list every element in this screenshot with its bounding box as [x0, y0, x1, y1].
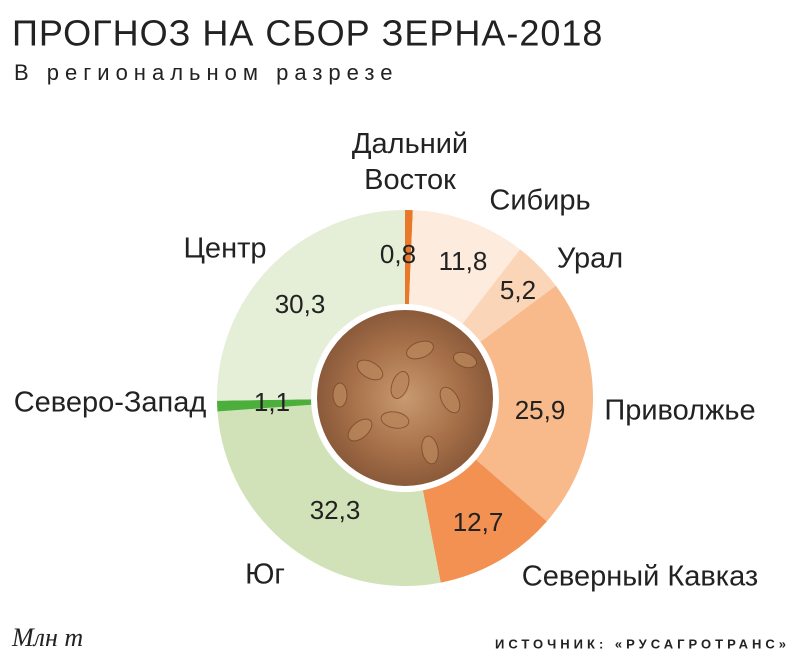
value-label: 32,3	[310, 495, 361, 525]
slice	[472, 285, 593, 522]
value-label: 12,7	[453, 507, 504, 537]
value-label: 30,3	[275, 289, 326, 319]
slice	[405, 210, 413, 309]
slice	[460, 249, 556, 345]
category-label: Дальний Восток	[352, 128, 468, 196]
value-label: 11,8	[439, 246, 488, 276]
slice	[217, 404, 441, 586]
unit-label: Млн т	[11, 623, 83, 652]
value-label: 0,8	[380, 239, 416, 269]
category-label: Сибирь	[489, 185, 590, 217]
value-label: 5,2	[500, 275, 536, 305]
value-label: 1,1	[254, 387, 290, 417]
slice	[408, 210, 521, 327]
center-image	[311, 304, 499, 492]
category-label: Юг	[245, 559, 285, 591]
slice	[217, 210, 405, 401]
donut	[217, 210, 593, 586]
slice	[422, 457, 547, 583]
category-label: Центр	[183, 233, 266, 265]
chart-title: ПРОГНОЗ НА СБОР ЗЕРНА-2018	[12, 13, 603, 54]
category-label: Северный Кавказ	[522, 561, 758, 593]
category-label: Северо-Запад	[14, 387, 207, 419]
category-label: Приволжье	[604, 395, 755, 427]
chart-subtitle: В региональном разрезе	[14, 60, 398, 85]
value-label: 25,9	[515, 395, 566, 425]
category-label: Урал	[557, 243, 623, 275]
slice	[217, 399, 316, 412]
source: ИСТОЧНИК: «РУСАГРОТРАНС»	[495, 636, 790, 651]
